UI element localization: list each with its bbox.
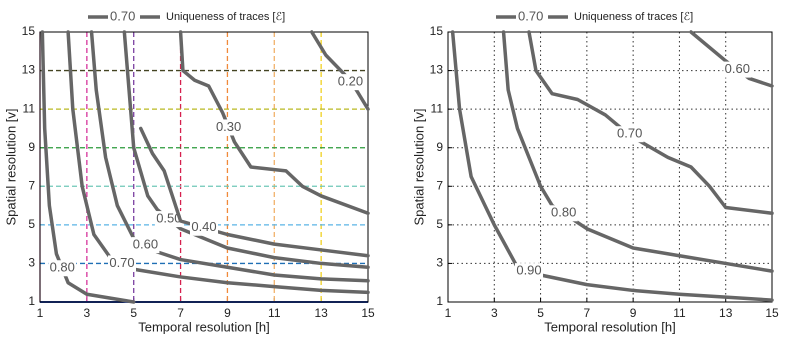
plot-frame xyxy=(39,31,369,303)
x-tick-label: 5 xyxy=(130,306,137,320)
y-tick-label: 9 xyxy=(28,140,35,154)
y-tick-label: 11 xyxy=(431,101,444,115)
y-tick-label: 5 xyxy=(28,217,35,231)
contour-label: 0.60 xyxy=(725,61,750,76)
x-tick-label: 1 xyxy=(445,306,452,320)
contour-label-bg xyxy=(154,211,183,228)
x-tick-label: 7 xyxy=(177,306,184,320)
contour-label-bg xyxy=(131,237,160,254)
y-tick-label: 13 xyxy=(430,63,444,77)
x-tick-label: 5 xyxy=(537,306,544,320)
contour-label: 0.40 xyxy=(191,219,216,234)
x-tick-label: 1 xyxy=(37,306,44,320)
x-tick-label: 9 xyxy=(224,306,231,320)
y-tick-label: 11 xyxy=(23,101,36,115)
contour-label-bg xyxy=(48,260,77,277)
contour-line xyxy=(138,126,370,258)
y-tick-label: 1 xyxy=(28,294,35,308)
contour-label: 0.20 xyxy=(338,74,363,89)
contour-label: 0.70 xyxy=(617,126,642,141)
legend-title: Uniqueness of traces [ℰ] xyxy=(574,11,693,23)
x-axis-label: Temporal resolution [h] xyxy=(138,319,270,334)
y-tick-label: 7 xyxy=(436,178,443,192)
contour-label: 0.80 xyxy=(50,260,75,275)
contour-label-bg xyxy=(615,126,644,143)
contour-label-bg xyxy=(108,255,136,272)
y-tick-label: 15 xyxy=(22,24,36,38)
x-tick-label: 13 xyxy=(314,306,328,320)
x-tick-label: 9 xyxy=(630,306,637,320)
x-axis-label: Temporal resolution [h] xyxy=(544,319,676,334)
y-tick-label: 1 xyxy=(436,294,443,308)
y-tick-label: 9 xyxy=(436,140,443,154)
contour-line xyxy=(178,30,370,216)
contour-label: 0.80 xyxy=(551,205,576,220)
x-tick-label: 7 xyxy=(584,306,591,320)
y-axis-label: Spatial resolution [v] xyxy=(411,108,426,225)
y-axis-label: Spatial resolution [v] xyxy=(3,108,18,225)
contour-line xyxy=(689,30,774,88)
x-tick-label: 15 xyxy=(765,306,779,320)
contour-label: 0.50 xyxy=(156,211,181,226)
legend-title: Uniqueness of traces [ℰ] xyxy=(166,11,285,23)
x-tick-label: 15 xyxy=(361,306,375,320)
y-tick-label: 3 xyxy=(436,256,443,270)
y-tick-label: 13 xyxy=(22,63,36,77)
x-tick-label: 11 xyxy=(673,306,686,320)
contour-line xyxy=(122,30,370,270)
contour-label-bg xyxy=(549,205,578,222)
x-tick-label: 11 xyxy=(268,306,281,320)
y-tick-label: 5 xyxy=(436,217,443,231)
contour-label: 0.60 xyxy=(133,237,158,252)
y-tick-label: 3 xyxy=(28,256,35,270)
x-tick-label: 13 xyxy=(719,306,733,320)
contour-label-bg xyxy=(723,61,752,78)
y-tick-label: 15 xyxy=(430,24,444,38)
plot-frame xyxy=(447,31,773,303)
legend-sample: 0.70 xyxy=(518,8,543,23)
contour-label-bg xyxy=(336,74,365,91)
contour-label-bg xyxy=(190,219,218,236)
contour-label: 0.90 xyxy=(516,263,541,278)
contour-label: 0.30 xyxy=(216,119,241,134)
x-tick-label: 3 xyxy=(84,306,91,320)
contour-label: 0.70 xyxy=(109,255,134,270)
y-tick-label: 7 xyxy=(28,178,35,192)
legend-sample: 0.70 xyxy=(110,8,135,23)
contour-label-bg xyxy=(214,119,243,136)
x-tick-label: 3 xyxy=(491,306,498,320)
contour-label-bg xyxy=(515,263,543,280)
